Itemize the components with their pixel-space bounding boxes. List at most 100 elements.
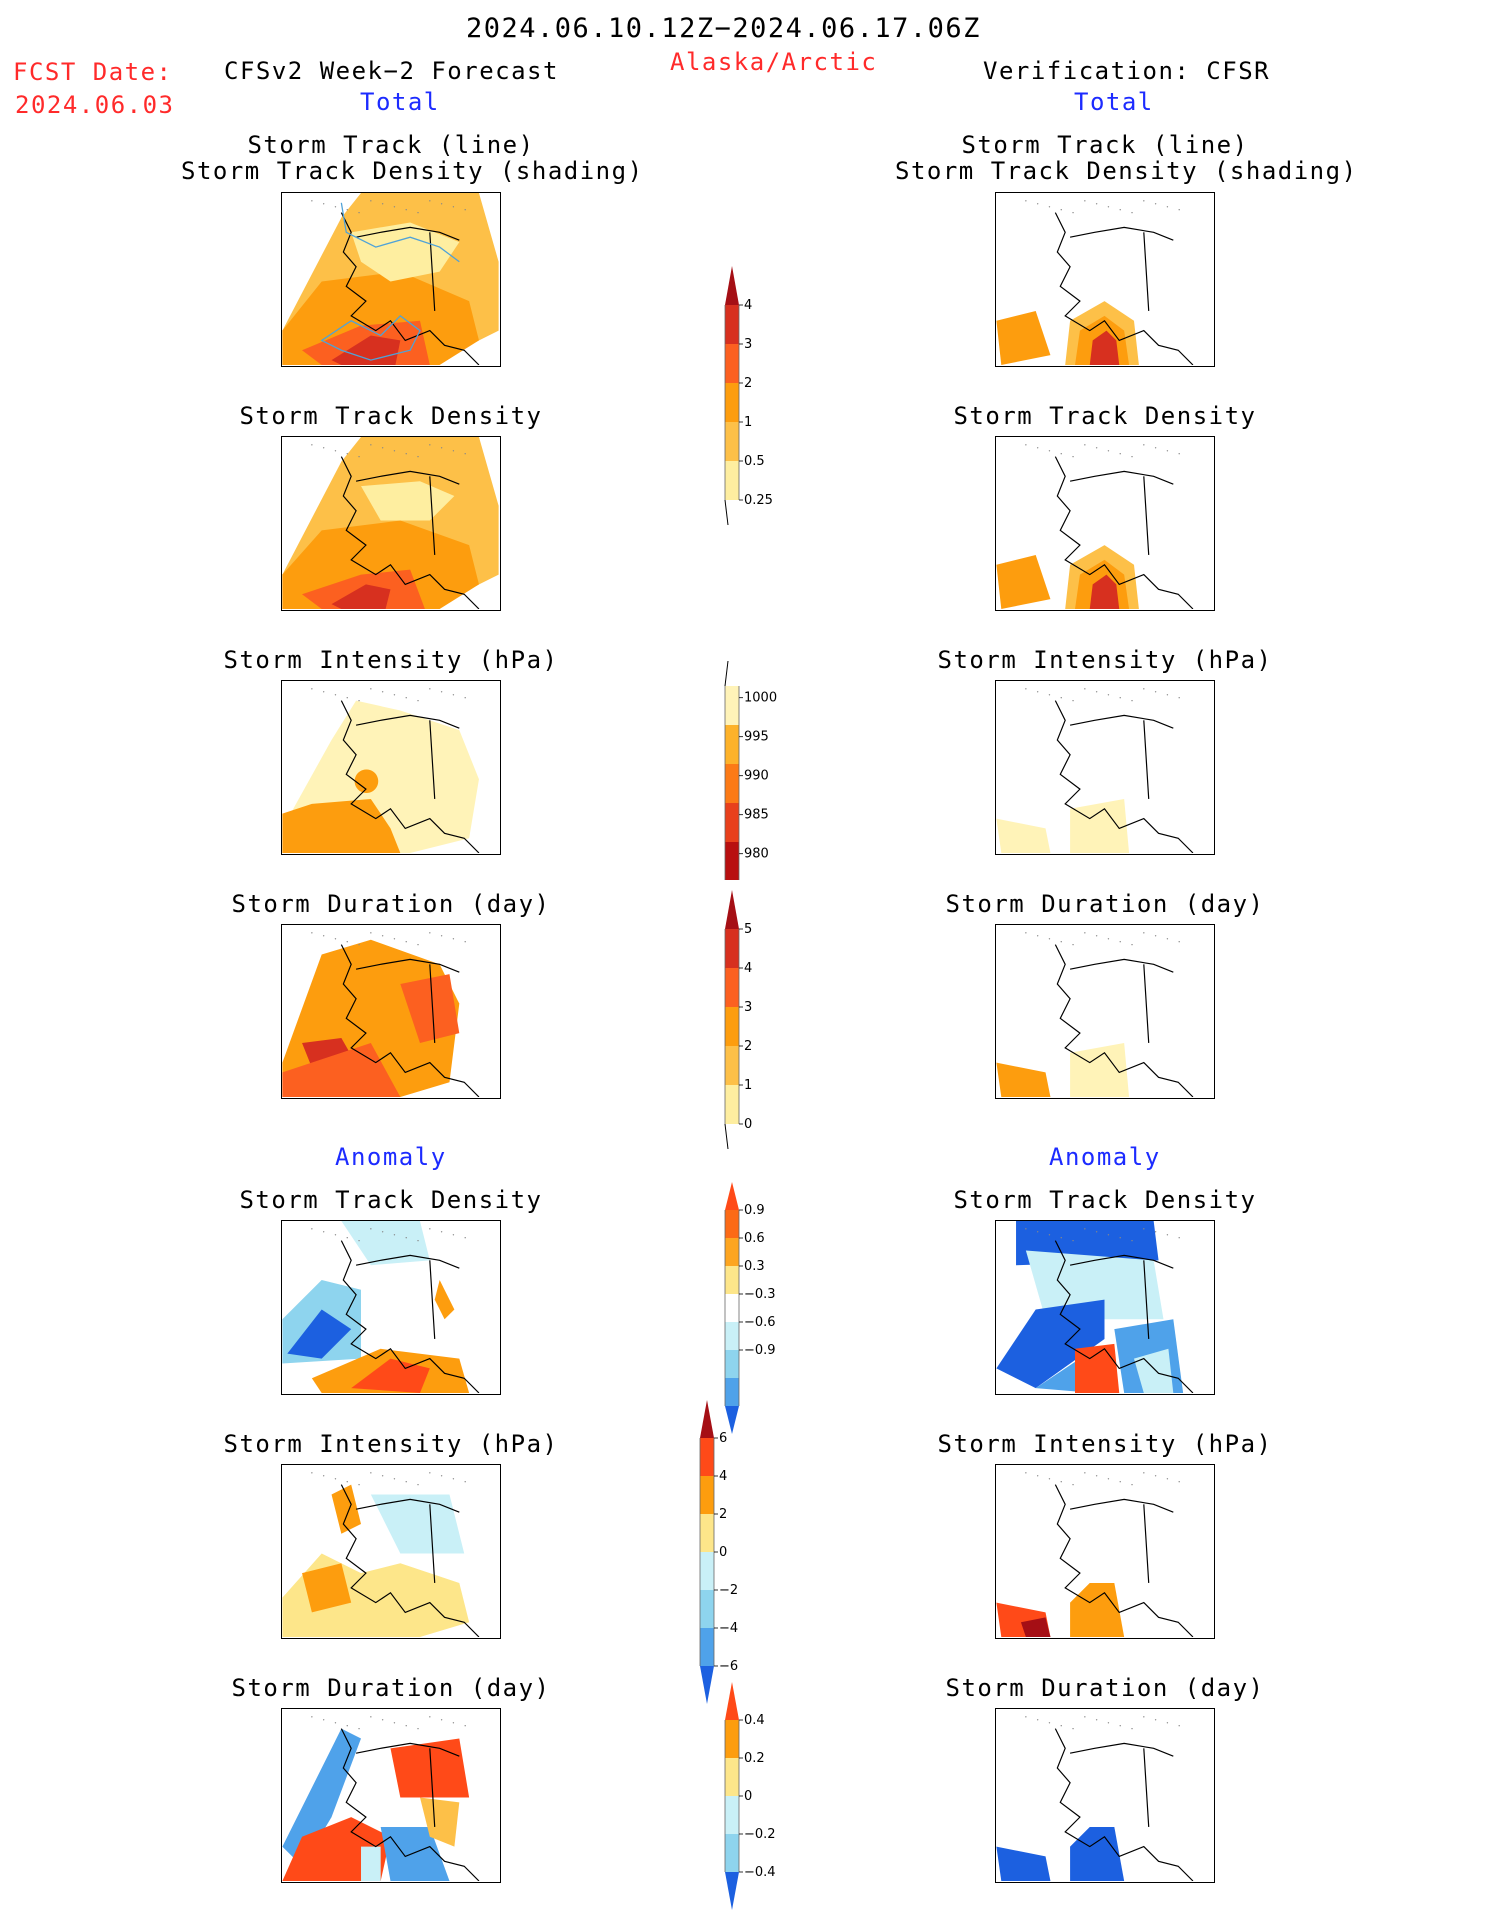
- coastline: [1054, 1240, 1194, 1393]
- right-duration-title: Storm Duration (day): [945, 890, 1265, 918]
- graticule-dot: [1131, 455, 1133, 458]
- graticule-dot: [311, 1716, 313, 1718]
- left-anom-duration-title: Storm Duration (day): [231, 1674, 551, 1702]
- colorbar-segment: [700, 1476, 714, 1514]
- shading-region: [354, 769, 379, 794]
- graticule-dot: [417, 943, 419, 946]
- left-anom-intensity-title: Storm Intensity (hPa): [223, 1430, 559, 1458]
- colorbar-segment: [725, 266, 739, 305]
- shading-region: [380, 1826, 450, 1881]
- shading-region: [419, 1797, 460, 1847]
- graticule-dot: [346, 209, 348, 211]
- colorbar-segment: [725, 803, 739, 842]
- graticule-dot: [322, 1231, 325, 1233]
- graticule-dot: [1178, 697, 1180, 699]
- shading-region: [361, 1846, 381, 1881]
- forecast-period: 2024.06.10.12Z−2024.06.17.06Z: [466, 13, 981, 44]
- graticule-dot: [1048, 1722, 1051, 1724]
- graticule-dot: [1107, 1478, 1110, 1480]
- colorbar-segment: [725, 1294, 739, 1322]
- colorbar-segment: [700, 1666, 714, 1704]
- graticule-dot: [1143, 1716, 1145, 1718]
- graticule-dot: [464, 209, 466, 211]
- intensity-total-colorbar-svg: 1000 995 990 985 980: [724, 660, 777, 920]
- colorbar-segment: [700, 1628, 714, 1666]
- colorbar-segment: [725, 383, 739, 422]
- border-line: [429, 476, 436, 555]
- graticule-dot: [1072, 1483, 1074, 1486]
- shading-region: [400, 974, 460, 1043]
- graticule-dot: [1119, 1481, 1121, 1483]
- colorbar-segment: [725, 686, 739, 725]
- graticule-dot: [1048, 450, 1051, 452]
- graticule-dot: [1084, 932, 1086, 934]
- graticule-dot: [322, 203, 325, 205]
- border-line: [429, 1260, 436, 1339]
- coastline: [1054, 1728, 1194, 1881]
- graticule-dot: [452, 1722, 455, 1724]
- graticule-dot: [1178, 941, 1180, 943]
- coastline-north: [1069, 714, 1174, 729]
- graticule-dot: [1095, 447, 1098, 449]
- colorbar-tick-label: 0.3: [744, 1259, 765, 1274]
- graticule-dot: [1107, 938, 1110, 940]
- right-anom-duration-title: Storm Duration (day): [945, 1674, 1265, 1702]
- colorbar-tick-label: −0.2: [744, 1827, 776, 1842]
- graticule-dot: [1154, 447, 1157, 449]
- colorbar-segment: [725, 1046, 739, 1085]
- graticule-dot: [1178, 453, 1180, 455]
- graticule-dot: [452, 1234, 455, 1236]
- graticule-dot: [1119, 1725, 1121, 1727]
- right-density-map-svg: [996, 444, 1194, 609]
- colorbar-segment: [725, 344, 739, 383]
- graticule-dot: [1060, 1237, 1062, 1239]
- colorbar-segment: [700, 1514, 714, 1552]
- density-total-colorbar-svg: 4 3 2 1 0.5 0.25: [724, 266, 773, 526]
- left-density-map-svg: [282, 437, 499, 609]
- density-anom-colorbar: 0.9 0.6 0.3 −0.3 −0.6 −0.9: [715, 1168, 795, 1448]
- graticule-dot: [429, 1472, 431, 1474]
- graticule-dot: [1131, 1239, 1133, 1242]
- coastline-north: [1069, 1742, 1174, 1757]
- colorbar-tick-label: −2: [719, 1583, 738, 1598]
- graticule-dot: [1119, 697, 1121, 699]
- colorbar-tail: [724, 499, 729, 526]
- colorbar-segment: [725, 422, 739, 461]
- density-total-colorbar: 4 3 2 1 0.5 0.25: [715, 262, 785, 542]
- graticule-dot: [322, 691, 325, 693]
- left-duration-title: Storm Duration (day): [231, 890, 551, 918]
- graticule-dot: [1072, 699, 1074, 702]
- graticule-dot: [358, 1239, 360, 1242]
- colorbar-segment: [725, 890, 739, 929]
- coastline-north: [355, 226, 460, 241]
- graticule-dot: [311, 688, 313, 690]
- graticule-dot: [464, 1725, 466, 1727]
- graticule-dot: [358, 699, 360, 702]
- right-anom-density-map: [995, 1220, 1215, 1395]
- colorbar-tick-label: 2: [744, 376, 752, 391]
- graticule-dot: [429, 200, 431, 202]
- colorbar-tick-label: 5: [744, 922, 752, 937]
- graticule-dot: [1107, 206, 1110, 208]
- graticule-dot: [334, 938, 337, 940]
- graticule-dot: [311, 444, 313, 446]
- right-anomaly-label: Anomaly: [1049, 1143, 1161, 1171]
- graticule-dot: [1131, 1727, 1133, 1730]
- intensity-anom-colorbar-svg: 6 4 2 0 −2 −4 −6: [699, 1400, 738, 1704]
- border-line: [1143, 1260, 1150, 1339]
- storm-track-line: [340, 202, 460, 263]
- shading-region: [1133, 1348, 1174, 1393]
- graticule-dot: [464, 941, 466, 943]
- right-intensity-title: Storm Intensity (hPa): [937, 646, 1273, 674]
- colorbar-segment: [725, 1378, 739, 1406]
- colorbar-segment: [725, 1796, 739, 1834]
- graticule-dot: [452, 1478, 455, 1480]
- graticule-dot: [1166, 1722, 1169, 1724]
- coastline-north: [355, 1498, 460, 1513]
- graticule-dot: [464, 1481, 466, 1483]
- graticule-dot: [405, 453, 407, 455]
- left-density-map: [281, 436, 501, 611]
- colorbar-segment: [700, 1438, 714, 1476]
- right-duration-map-svg: [996, 932, 1194, 1097]
- coastline: [1054, 1484, 1194, 1637]
